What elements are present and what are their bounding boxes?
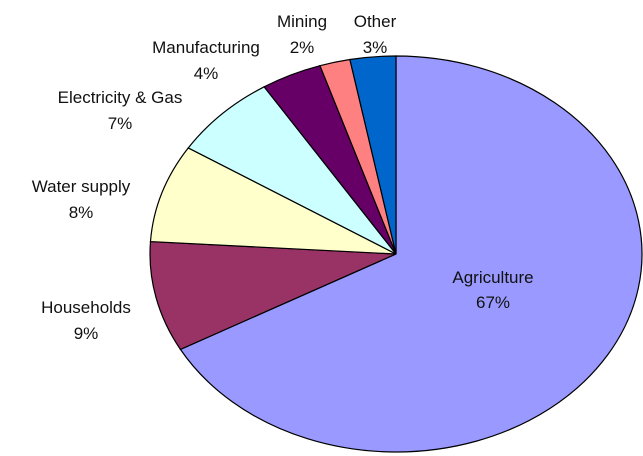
slice-agriculture: [179, 55, 643, 453]
label-other-name: Other: [354, 12, 397, 31]
label-electricity-gas-name: Electricity & Gas: [58, 88, 183, 107]
slice-other: [349, 55, 397, 255]
slice-households: [149, 240, 397, 351]
label-water-supply-name: Water supply: [32, 177, 131, 196]
label-mining-name: Mining: [277, 12, 327, 31]
label-households-name: Households: [41, 298, 131, 317]
slice-water-supply: [149, 147, 397, 255]
label-manufacturing-name: Manufacturing: [152, 38, 260, 57]
label-other-value: 3%: [363, 38, 388, 57]
pie-slices: [149, 55, 643, 453]
label-mining-value: 2%: [290, 38, 315, 57]
label-water-supply-value: 8%: [69, 203, 94, 222]
label-households-value: 9%: [74, 324, 99, 343]
label-manufacturing-value: 4%: [194, 64, 219, 83]
label-agriculture-name: Agriculture: [452, 268, 533, 287]
slice-electricity-gas: [187, 86, 397, 255]
label-electricity-gas-value: 7%: [108, 114, 133, 133]
label-agriculture-value: 67%: [476, 293, 510, 312]
